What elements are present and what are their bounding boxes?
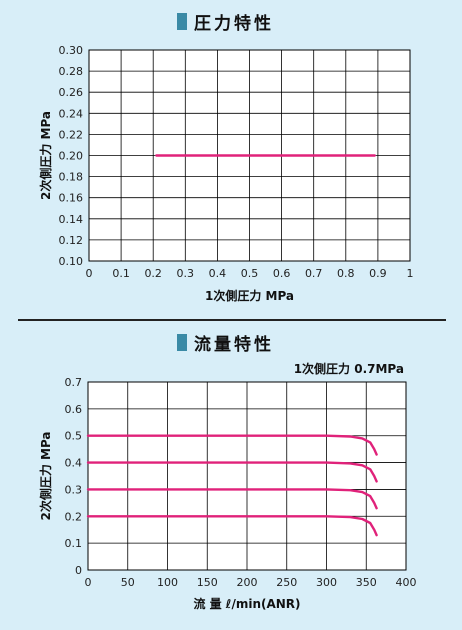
pressure-x-tick-label: 0.6 [273, 267, 291, 280]
pressure-x-tick-label: 0 [86, 267, 93, 280]
pressure-x-tick-label: 1 [407, 267, 414, 280]
title-marker-pressure [177, 13, 187, 30]
flow-series-line-2 [86, 461, 378, 483]
pressure-y-tick-label: 0.28 [59, 65, 84, 78]
pressure-y-tick-label: 0.24 [59, 107, 84, 120]
flow-y-tick-label: 0 [75, 564, 82, 577]
pressure-y-tick-label: 0.10 [59, 255, 84, 268]
pressure-y-tick-label: 0.20 [59, 150, 84, 163]
pressure-x-tick-label: 0.8 [337, 267, 355, 280]
flow-y-axis-label: 2次側圧力 MPa [38, 431, 53, 520]
flow-x-tick-label: 250 [276, 576, 297, 589]
flow-y-tick-label: 0.5 [65, 430, 83, 443]
flow-y-tick-label: 0.2 [65, 510, 83, 523]
pressure-x-tick-label: 0.7 [305, 267, 323, 280]
flow-y-tick-label: 0.1 [65, 537, 83, 550]
flow-series-line-3 [86, 488, 378, 510]
pressure-y-tick-label: 0.14 [59, 213, 84, 226]
flow-series-line-4 [86, 515, 378, 537]
flow-y-tick-label: 0.4 [65, 457, 83, 470]
inlet-pressure-note: 1次側圧力 0.7MPa [294, 361, 404, 376]
flow-chart: 0 50 100 150 200 250 300 350 400 0 0.1 0.2 0.3 0.4 0.5… [38, 376, 417, 611]
pressure-chart: 0 0.1 0.2 0.3 0.4 0.5 0.6 0.7 0.8 0.9 1 0.10 0.12 0.1… [38, 44, 414, 303]
pressure-x-tick-label: 0.4 [209, 267, 227, 280]
pressure-y-tick-label: 0.16 [59, 192, 84, 205]
pressure-x-tick-label: 0.2 [144, 267, 162, 280]
flow-y-tick-label: 0.3 [65, 483, 83, 496]
flow-x-tick-label: 350 [356, 576, 377, 589]
pressure-y-tick-label: 0.30 [59, 44, 84, 57]
flow-y-tick-label: 0.6 [65, 403, 83, 416]
flow-x-tick-label: 100 [157, 576, 178, 589]
flow-y-tick-label: 0.7 [65, 376, 83, 389]
flow-x-tick-label: 400 [396, 576, 417, 589]
pressure-y-tick-label: 0.18 [59, 171, 84, 184]
title-marker-flow [177, 334, 187, 351]
pressure-x-tick-label: 0.5 [241, 267, 259, 280]
flow-x-tick-label: 200 [237, 576, 258, 589]
flow-x-axis-label: 流 量 ℓ/min(ANR) [193, 596, 300, 611]
chart-title-flow: 流量特性 [194, 334, 274, 355]
flow-x-tick-label: 300 [316, 576, 337, 589]
pressure-y-axis-label: 2次側圧力 MPa [38, 111, 53, 200]
pressure-y-tick-label: 0.12 [59, 234, 84, 247]
pressure-x-axis-label: 1次側圧力 MPa [205, 288, 294, 303]
pressure-y-tick-label: 0.22 [59, 128, 84, 141]
pressure-x-tick-label: 0.1 [112, 267, 130, 280]
flow-x-tick-label: 50 [121, 576, 135, 589]
pressure-y-tick-label: 0.26 [59, 86, 84, 99]
flow-series-line-1 [86, 434, 378, 456]
chart-title-pressure: 圧力特性 [194, 13, 274, 34]
pressure-x-tick-label: 0.3 [177, 267, 195, 280]
pressure-x-tick-label: 0.9 [369, 267, 387, 280]
flow-x-tick-label: 0 [85, 576, 92, 589]
flow-x-tick-label: 150 [197, 576, 218, 589]
